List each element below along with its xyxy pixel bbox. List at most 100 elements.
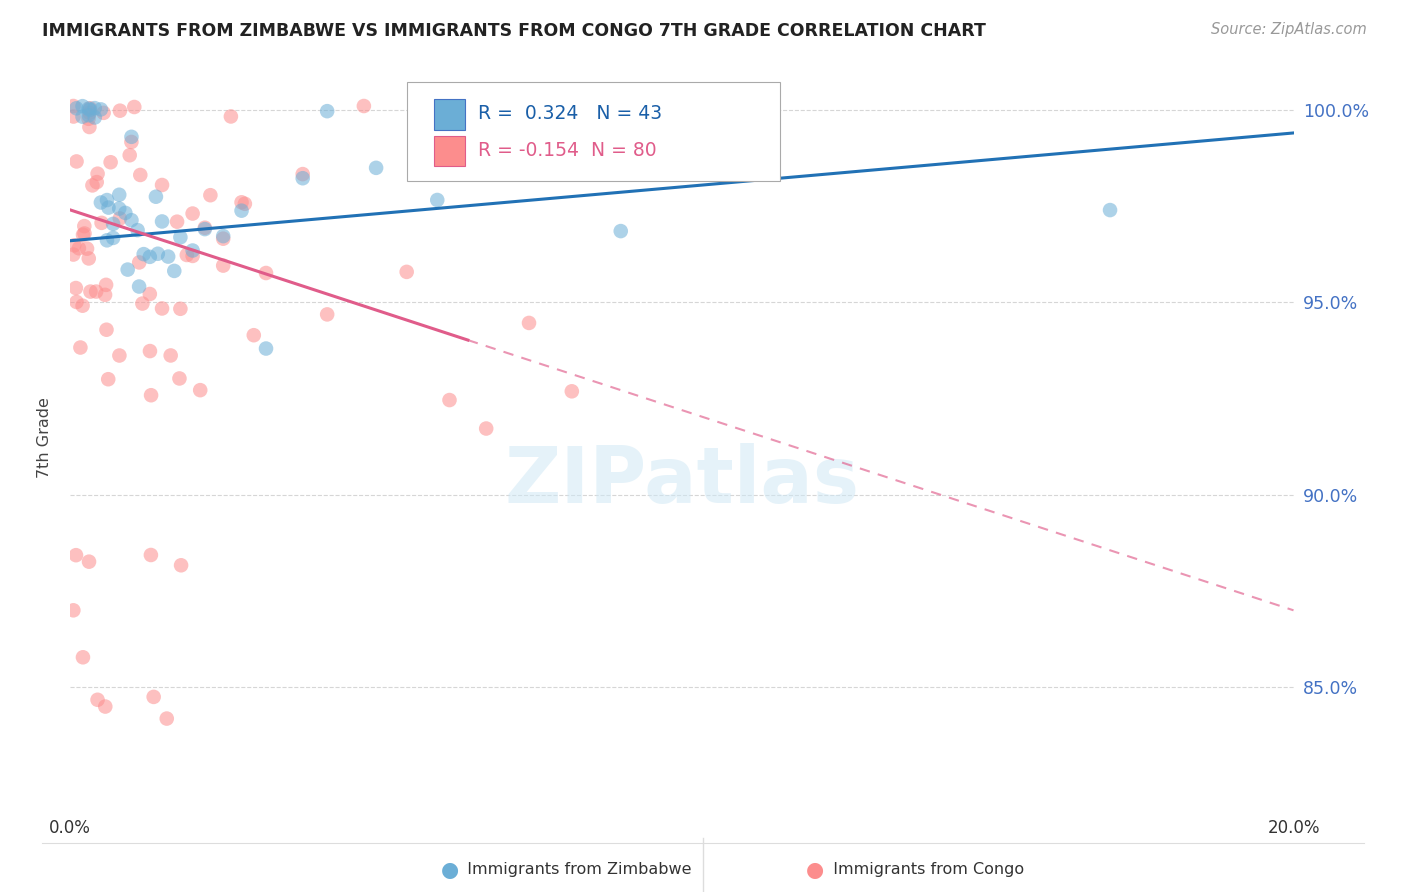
Point bbox=[176, 248, 198, 262]
Text: Source: ZipAtlas.com: Source: ZipAtlas.com bbox=[1211, 22, 1367, 37]
Text: Immigrants from Zimbabwe: Immigrants from Zimbabwe bbox=[457, 863, 692, 877]
Point bbox=[169, 371, 191, 385]
Point bbox=[96, 193, 118, 207]
Point bbox=[131, 296, 153, 310]
Point bbox=[83, 111, 105, 125]
Point bbox=[69, 341, 91, 355]
Point bbox=[93, 106, 115, 120]
Point bbox=[121, 213, 143, 227]
Point bbox=[243, 328, 266, 343]
Point bbox=[395, 265, 418, 279]
Point bbox=[145, 190, 167, 204]
Point bbox=[439, 392, 461, 407]
Point bbox=[94, 277, 117, 292]
Point bbox=[150, 214, 173, 228]
Point bbox=[77, 252, 100, 266]
Point bbox=[65, 281, 87, 295]
Bar bbox=[433, 136, 465, 167]
Point bbox=[426, 193, 449, 207]
Text: R =  0.324   N = 43: R = 0.324 N = 43 bbox=[478, 104, 662, 123]
Point bbox=[108, 187, 131, 202]
Point bbox=[231, 195, 253, 210]
Point bbox=[77, 112, 100, 126]
Point bbox=[212, 232, 235, 246]
Point bbox=[127, 223, 149, 237]
Point bbox=[62, 603, 84, 617]
Point bbox=[79, 285, 101, 299]
Point bbox=[1099, 203, 1122, 218]
Point bbox=[517, 316, 540, 330]
Point bbox=[194, 220, 217, 235]
Point bbox=[79, 101, 101, 115]
Point bbox=[96, 323, 118, 337]
Point bbox=[84, 285, 107, 299]
Point bbox=[79, 103, 101, 117]
Point bbox=[156, 712, 179, 726]
Point bbox=[139, 388, 162, 402]
Point bbox=[128, 279, 150, 293]
Point bbox=[353, 99, 375, 113]
Point bbox=[194, 222, 217, 236]
Point bbox=[291, 171, 314, 186]
Point bbox=[254, 342, 277, 356]
Point bbox=[72, 650, 94, 665]
Text: ●: ● bbox=[441, 860, 458, 880]
Point bbox=[97, 201, 120, 215]
Point bbox=[79, 120, 101, 134]
Point bbox=[291, 167, 314, 181]
Point bbox=[150, 178, 173, 192]
Point bbox=[231, 203, 253, 218]
Point bbox=[86, 175, 108, 189]
Point bbox=[120, 135, 142, 149]
Point bbox=[100, 155, 122, 169]
Point bbox=[79, 105, 101, 120]
Point bbox=[108, 202, 131, 216]
Bar bbox=[433, 99, 465, 130]
FancyBboxPatch shape bbox=[406, 82, 780, 181]
Point bbox=[139, 548, 162, 562]
Text: R = -0.154  N = 80: R = -0.154 N = 80 bbox=[478, 141, 657, 160]
Text: ZIPatlas: ZIPatlas bbox=[505, 443, 859, 519]
Point bbox=[157, 250, 180, 264]
Point bbox=[316, 307, 339, 321]
Point bbox=[77, 108, 100, 122]
Point bbox=[475, 421, 498, 435]
Point bbox=[166, 215, 188, 229]
Point bbox=[254, 266, 277, 280]
Point bbox=[72, 110, 94, 124]
Point bbox=[72, 99, 94, 113]
Point bbox=[561, 384, 583, 399]
Point bbox=[118, 148, 141, 162]
Point bbox=[65, 154, 87, 169]
Point bbox=[77, 102, 100, 116]
Point bbox=[181, 244, 204, 258]
Point bbox=[65, 548, 87, 562]
Point bbox=[169, 301, 191, 316]
Point bbox=[129, 168, 152, 182]
Point bbox=[86, 167, 108, 181]
Point bbox=[124, 100, 146, 114]
Point bbox=[132, 247, 155, 261]
Point bbox=[94, 288, 117, 302]
Point bbox=[108, 211, 131, 226]
Point bbox=[62, 110, 84, 124]
Point bbox=[83, 101, 105, 115]
Point bbox=[94, 699, 117, 714]
Point bbox=[499, 161, 522, 175]
Point bbox=[170, 558, 193, 573]
Point bbox=[163, 264, 186, 278]
Point bbox=[97, 372, 120, 386]
Point bbox=[72, 227, 94, 242]
Point bbox=[86, 693, 108, 707]
Point bbox=[139, 287, 162, 301]
Point bbox=[146, 246, 169, 260]
Point bbox=[169, 230, 191, 244]
Point bbox=[72, 299, 94, 313]
Point bbox=[128, 255, 150, 269]
Point bbox=[212, 229, 235, 244]
Point bbox=[82, 178, 104, 193]
Point bbox=[90, 195, 112, 210]
Point bbox=[159, 348, 181, 362]
Point bbox=[101, 231, 124, 245]
Point bbox=[101, 217, 124, 231]
